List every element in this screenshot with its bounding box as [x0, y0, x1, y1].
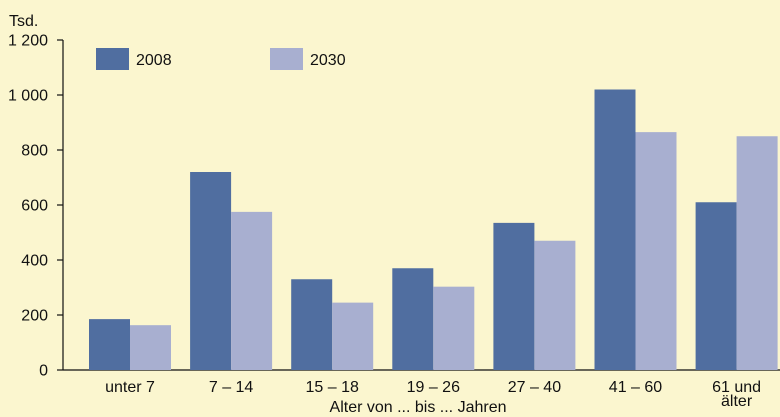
legend-swatch-2030 [270, 48, 303, 70]
x-tick-label: älter [721, 393, 753, 410]
y-axis: 0 200 400 600 800 1 000 1 200 [8, 33, 64, 380]
x-tick-label: 19 – 26 [407, 379, 460, 396]
y-tick-label: 1 000 [8, 88, 48, 105]
bar-2008-6 [695, 202, 737, 370]
bar-2008-4 [493, 222, 535, 370]
y-tick-label: 800 [21, 143, 48, 160]
x-axis-title: Alter von ... bis ... Jahren [330, 399, 507, 416]
bar-2030-0 [130, 325, 171, 370]
y-tick-label: 600 [21, 198, 48, 215]
y-unit-label: Tsd. [9, 13, 38, 30]
x-tick-label: 41 – 60 [609, 379, 662, 396]
y-tick-label: 200 [21, 308, 48, 325]
bar-2008-5 [594, 89, 636, 370]
x-axis: unter 7 7 – 14 15 – 18 19 – 26 27 – 40 41 – 6… [63, 369, 780, 410]
bar-2030-1 [231, 211, 273, 370]
bar-2008-2 [291, 279, 333, 370]
x-tick-label: 27 – 40 [508, 379, 561, 396]
x-tick-label: 61 und [712, 379, 761, 396]
bar-2030-3 [433, 286, 475, 370]
bar-2030-4 [534, 240, 576, 370]
bar-2008-3 [392, 268, 434, 370]
y-tick-label: 1 200 [8, 33, 48, 50]
bars [89, 89, 778, 370]
x-tick-label: unter 7 [105, 379, 155, 396]
legend-label-2030: 2030 [310, 52, 346, 69]
y-tick-label: 400 [21, 253, 48, 270]
x-tick-label: 15 – 18 [306, 379, 359, 396]
legend: 2008 2030 [96, 48, 346, 70]
legend-swatch-2008 [96, 48, 129, 70]
x-tick-label: 7 – 14 [209, 379, 254, 396]
bar-2030-2 [332, 302, 374, 370]
bar-2008-1 [190, 172, 232, 370]
legend-label-2008: 2008 [136, 52, 172, 69]
bar-2030-6 [736, 136, 778, 370]
bar-2030-5 [635, 132, 677, 370]
y-tick-label: 0 [39, 363, 48, 380]
bar-2008-0 [89, 319, 130, 370]
